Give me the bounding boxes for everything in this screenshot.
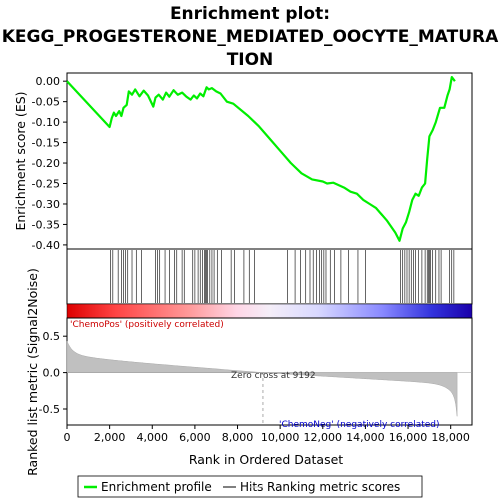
x-tick-label: 14,000 [346,431,385,444]
metric-y-tick-label: -0.5 [39,403,60,416]
x-tick-label: 0 [64,431,71,444]
x-tick-label: 4,000 [137,431,169,444]
es-y-tick-label: -0.10 [32,116,60,129]
rank-heatmap-bar [67,304,472,318]
metric-y-axis-label: Ranked list metric (Signal2Noise) [25,268,40,476]
pos-correlated-label: 'ChemoPos' (positively correlated) [70,320,224,330]
es-y-tick-label: -0.30 [32,198,60,211]
x-tick-label: 12,000 [304,431,343,444]
metric-y-tick-label: 0.5 [43,330,61,343]
x-axis-label: Rank in Ordered Dataset [189,452,343,467]
es-y-tick-label: -0.05 [32,96,60,109]
metric-y-ticks: 0.5 0.0 -0.5 [39,330,67,416]
zero-cross-label: Zero cross at 9192 [231,371,316,381]
title-line-3: TION [227,50,274,70]
es-y-axis-label: Enrichment score (ES) [13,91,28,230]
title-line-2: KEGG_PROGESTERONE_MEDIATED_OOCYTE_MATURA [2,27,499,47]
es-y-tick-label: -0.35 [32,218,60,231]
x-tick-label: 8,000 [222,431,254,444]
x-tick-label: 10,000 [261,431,300,444]
legend-enrichment-label: Enrichment profile [101,480,212,494]
x-tick-label: 18,000 [431,431,470,444]
neg-correlated-label: 'ChemoNeg' (negatively correlated) [279,420,440,430]
x-tick-label: 16,000 [389,431,428,444]
x-tick-label: 6,000 [179,431,211,444]
es-y-tick-label: 0.00 [36,75,61,88]
title-line-1: Enrichment plot: [170,4,330,24]
legend-metric-label: Ranking metric scores [267,480,400,494]
es-y-tick-label: -0.25 [32,178,60,191]
es-y-tick-label: -0.20 [32,157,60,170]
metric-y-tick-label: 0.0 [43,367,61,380]
es-y-tick-label: -0.40 [32,239,60,252]
x-tick-label: 2,000 [94,431,126,444]
es-y-ticks: 0.00 -0.05 -0.10 -0.15 -0.20 -0.25 -0.30 -0.35 -… [32,75,67,252]
es-y-tick-label: -0.15 [32,137,60,150]
